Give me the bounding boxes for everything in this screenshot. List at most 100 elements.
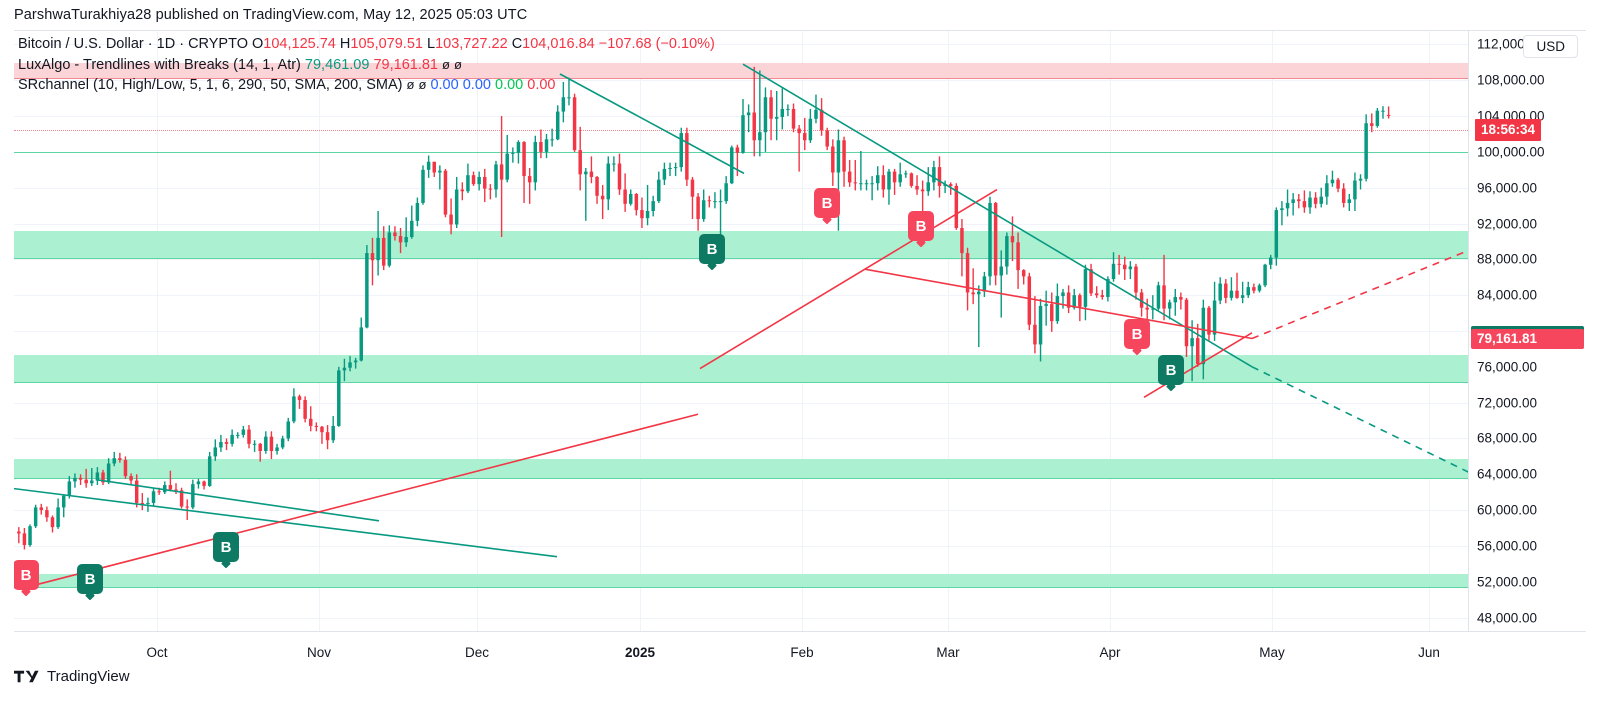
candle-body: [1207, 307, 1211, 335]
candle-body: [1341, 188, 1346, 203]
candle-wick: [169, 470, 172, 492]
price-gridline: [14, 44, 1468, 46]
price-axis[interactable]: USD 112,000.00 108,000.00 104,000.00 100,00…: [1468, 31, 1586, 631]
candle-body: [539, 142, 543, 152]
candle-body: [112, 458, 116, 464]
price-tick-label: 64,000.00: [1477, 466, 1538, 482]
candle-body: [241, 429, 246, 435]
signal-sell-3[interactable]: B: [908, 211, 934, 241]
candle-body: [881, 175, 886, 190]
candle-body: [185, 506, 189, 508]
downtrend-1: [14, 487, 558, 558]
time-tick-label: Jun: [1418, 645, 1440, 660]
candle-body: [505, 153, 509, 180]
candle-body: [713, 201, 717, 203]
footer: TradingView: [14, 668, 130, 685]
candle-body: [746, 112, 751, 116]
candle-body: [331, 425, 335, 441]
candle-body: [454, 189, 459, 225]
candle-wick: [837, 129, 840, 231]
candle-body: [556, 111, 560, 140]
candle-body: [106, 463, 111, 483]
candle-body: [483, 176, 487, 189]
price-tick-label: 60,000.00: [1477, 502, 1538, 518]
signal-sell-1[interactable]: B: [14, 560, 39, 590]
candle-body: [870, 183, 874, 185]
uptrend-3-ext: [1251, 249, 1468, 340]
candle-wick: [551, 128, 553, 147]
candle-wick: [1236, 272, 1238, 299]
candle-wick: [601, 185, 604, 220]
candle-body: [286, 421, 291, 439]
candle-wick: [815, 94, 817, 124]
signal-buy-2[interactable]: B: [213, 532, 239, 562]
signal-sell-4[interactable]: B: [1124, 319, 1150, 349]
candle-wick: [590, 156, 593, 184]
signal-buy-1[interactable]: B: [77, 564, 103, 594]
price-tick-label: 96,000.00: [1477, 180, 1538, 196]
candle-wick: [775, 91, 778, 141]
time-tick-label: May: [1259, 645, 1285, 660]
lower-trendline-tag[interactable]: 79,161.81: [1471, 328, 1584, 349]
price-gridline: [14, 545, 1468, 547]
candle-wick: [978, 285, 980, 348]
candle-body: [1184, 299, 1189, 347]
candle-body: [1156, 285, 1161, 309]
candle-body: [696, 196, 700, 220]
candle-body: [1173, 296, 1178, 303]
support-zone-2-edge: [14, 382, 1468, 384]
countdown-tag[interactable]: 18:56:34: [1475, 118, 1542, 141]
candle-body: [977, 291, 981, 295]
support-zone-4: [14, 573, 1468, 588]
candle-wick: [528, 168, 531, 204]
candle-body: [550, 139, 554, 141]
price-gridline: [14, 187, 1468, 189]
price-gridline: [14, 510, 1468, 512]
candle-body: [887, 171, 891, 190]
candle-body: [1094, 293, 1099, 296]
candle-body: [1302, 201, 1307, 208]
candle-body: [494, 164, 498, 190]
candle-body: [1370, 123, 1374, 126]
candle-body: [95, 472, 100, 481]
candle-wick: [736, 144, 739, 177]
candle-body: [578, 150, 582, 175]
candle-body: [797, 128, 801, 134]
time-axis[interactable]: Oct Nov Dec 2025 Feb Mar Apr May Jun: [14, 631, 1586, 660]
currency-badge[interactable]: USD: [1523, 35, 1578, 58]
time-tick-label: Feb: [790, 645, 814, 660]
candle-body: [1072, 295, 1076, 308]
candle-wick: [759, 70, 761, 157]
candle-body: [320, 426, 324, 433]
candle-body: [410, 220, 414, 237]
candle-body: [207, 456, 212, 486]
trendline-layer: [14, 63, 1468, 587]
candle-body: [488, 188, 493, 190]
candle-body: [84, 479, 88, 484]
candle-body: [33, 507, 38, 527]
candle-body: [118, 458, 122, 460]
candle-body: [61, 495, 66, 508]
candle-wick: [1281, 201, 1283, 226]
candle-body: [1145, 307, 1149, 310]
candle-body: [690, 179, 695, 197]
candle-body: [937, 167, 942, 186]
candle-wick: [1022, 269, 1025, 285]
candle-body: [337, 370, 341, 426]
time-tick-label: Dec: [464, 645, 490, 660]
candle-wick: [1387, 106, 1390, 119]
time-gridline: [1272, 31, 1273, 631]
signal-buy-3[interactable]: B: [699, 234, 725, 264]
published-text: ParshwaTurakhiya28 published on TradingV…: [14, 7, 528, 23]
signal-sell-2[interactable]: B: [814, 188, 840, 218]
time-gridline: [802, 31, 803, 631]
candle-wick: [175, 483, 177, 494]
candle-body: [567, 97, 571, 99]
candle-body: [1123, 264, 1127, 270]
candle-body: [1235, 290, 1239, 298]
signal-buy-4[interactable]: B: [1158, 355, 1184, 385]
candle-body: [398, 236, 403, 243]
candle-body: [376, 237, 380, 261]
candle-body: [1078, 295, 1082, 307]
